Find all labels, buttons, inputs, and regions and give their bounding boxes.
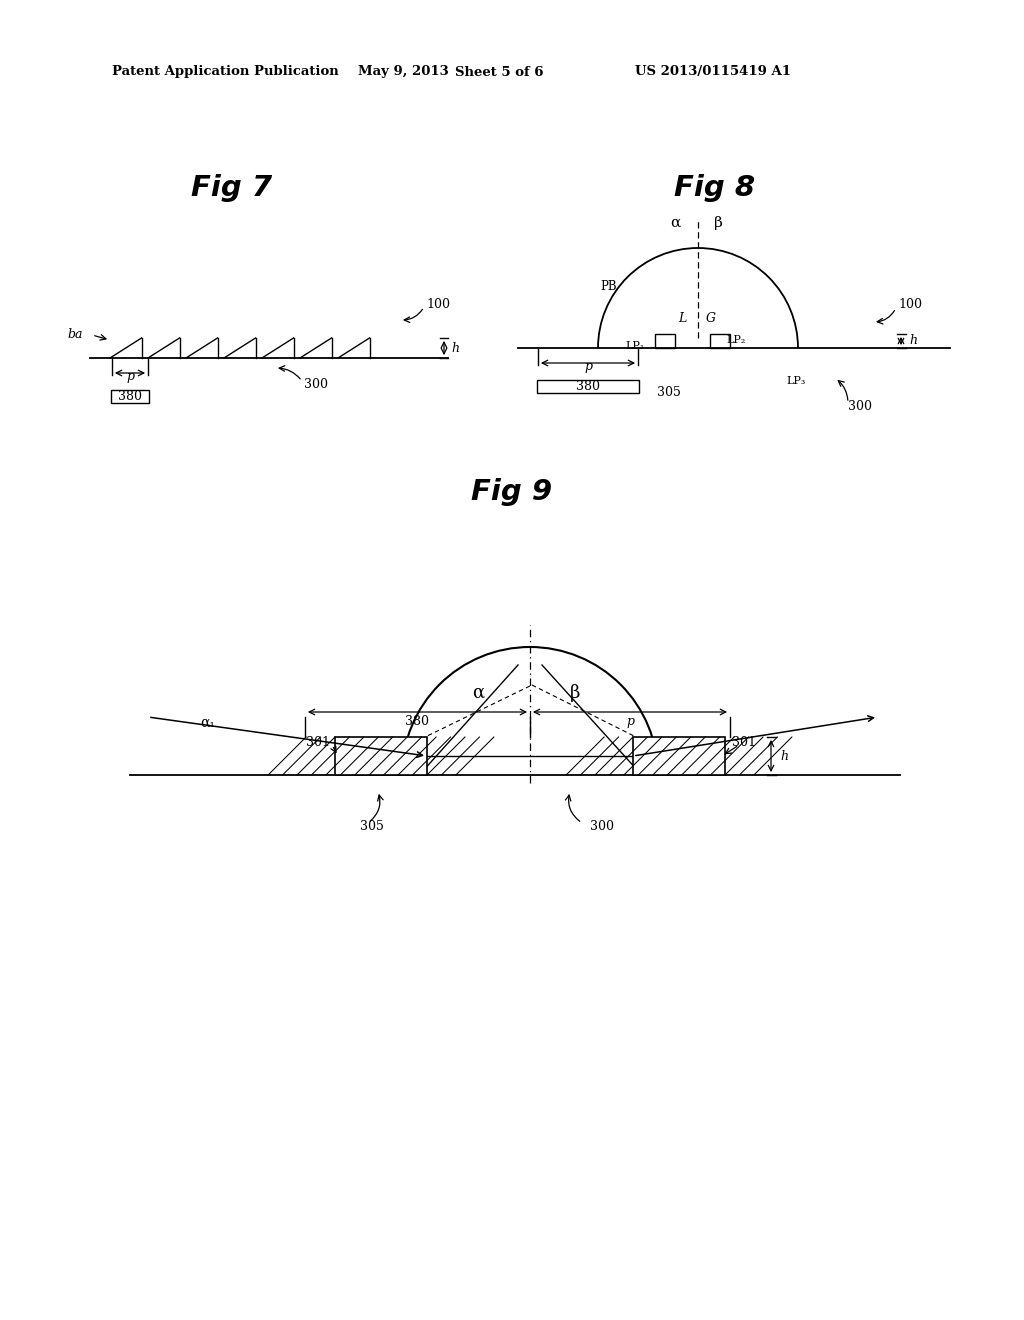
Bar xyxy=(537,380,639,393)
Text: LP₁: LP₁ xyxy=(625,341,644,351)
Text: L: L xyxy=(678,312,686,325)
Text: α₁: α₁ xyxy=(200,715,215,730)
Text: p: p xyxy=(626,715,634,729)
Bar xyxy=(633,737,725,775)
Text: 300: 300 xyxy=(848,400,872,413)
Text: Fig 9: Fig 9 xyxy=(471,478,553,506)
Text: h: h xyxy=(451,342,459,355)
Text: 301: 301 xyxy=(732,735,756,748)
Text: May 9, 2013: May 9, 2013 xyxy=(358,66,449,78)
Text: 100: 100 xyxy=(898,298,922,312)
Text: p: p xyxy=(584,360,592,374)
Text: α: α xyxy=(472,684,484,702)
Bar xyxy=(335,737,427,775)
Text: 380: 380 xyxy=(118,389,142,403)
Text: LP₃: LP₃ xyxy=(786,376,805,385)
Text: β: β xyxy=(570,684,581,702)
Text: Fig 7: Fig 7 xyxy=(191,174,272,202)
Text: α: α xyxy=(670,216,680,230)
Text: 380: 380 xyxy=(575,380,600,393)
Text: p: p xyxy=(126,370,134,383)
Text: Patent Application Publication: Patent Application Publication xyxy=(112,66,339,78)
Text: 380: 380 xyxy=(406,715,429,729)
Bar xyxy=(111,389,150,403)
Text: h: h xyxy=(909,334,918,347)
Text: 305: 305 xyxy=(657,385,681,399)
Text: PB: PB xyxy=(600,280,616,293)
Text: G: G xyxy=(706,312,716,325)
Bar xyxy=(655,334,675,348)
Text: LP₂: LP₂ xyxy=(726,335,745,345)
Text: β: β xyxy=(714,216,723,230)
Text: US 2013/0115419 A1: US 2013/0115419 A1 xyxy=(635,66,791,78)
Text: Sheet 5 of 6: Sheet 5 of 6 xyxy=(455,66,544,78)
Bar xyxy=(710,334,730,348)
Text: h: h xyxy=(780,750,788,763)
Text: 300: 300 xyxy=(304,378,328,391)
Text: 305: 305 xyxy=(360,821,384,833)
Text: ba: ba xyxy=(68,327,83,341)
Text: 300: 300 xyxy=(590,821,614,833)
Text: 301: 301 xyxy=(306,735,330,748)
Text: Fig 8: Fig 8 xyxy=(675,174,756,202)
Text: 100: 100 xyxy=(426,297,450,310)
